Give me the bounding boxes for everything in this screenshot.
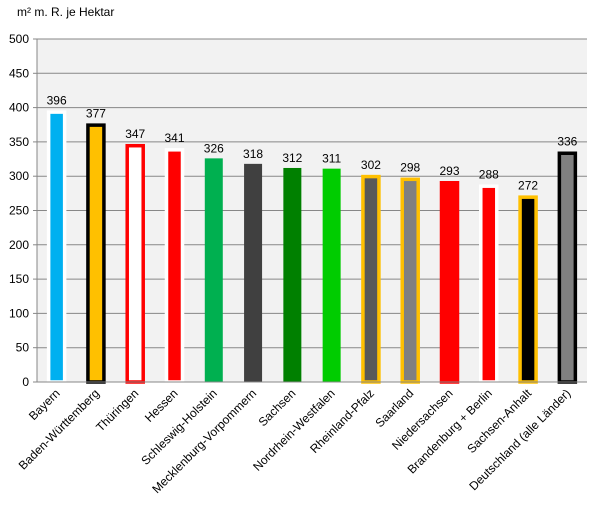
bar: [361, 174, 381, 384]
y-tick-label: 0: [22, 375, 29, 389]
data-label: 347: [125, 127, 145, 141]
bar: [479, 184, 499, 384]
bar: [322, 168, 341, 382]
data-label: 288: [479, 167, 499, 181]
bar: [46, 110, 67, 384]
bar: [557, 151, 578, 384]
y-tick-label: 450: [9, 66, 29, 80]
y-axis-label: m² m. R. je Hektar: [17, 5, 114, 19]
data-label: 377: [86, 106, 106, 120]
y-tick-label: 350: [9, 135, 29, 149]
bar: [244, 163, 263, 382]
data-label: 272: [518, 178, 538, 192]
bar: [400, 177, 420, 384]
bar: [518, 195, 538, 384]
data-label: 326: [204, 141, 224, 155]
y-tick-label: 100: [9, 306, 29, 320]
y-tick-label: 400: [9, 101, 29, 115]
bar: [164, 148, 185, 384]
data-label: 302: [361, 158, 381, 172]
x-tick-label: Bayern: [26, 386, 63, 423]
y-tick-label: 50: [16, 341, 30, 355]
data-label: 298: [400, 161, 420, 175]
data-label: 336: [557, 135, 577, 149]
data-label: 318: [243, 147, 263, 161]
data-label: 396: [47, 93, 67, 107]
bar: [86, 123, 106, 384]
x-tick-label: Hessen: [142, 386, 181, 425]
bar: [439, 181, 460, 384]
y-tick-label: 150: [9, 272, 29, 286]
data-label: 293: [439, 164, 459, 178]
bar: [204, 158, 223, 382]
x-tick-label: Thüringen: [93, 386, 141, 434]
bar: [283, 167, 302, 382]
data-label: 312: [282, 151, 302, 165]
y-tick-label: 300: [9, 169, 29, 183]
y-tick-label: 200: [9, 238, 29, 252]
data-label: 311: [322, 152, 341, 166]
data-label: 341: [164, 131, 184, 145]
bar: [125, 143, 145, 384]
y-tick-label: 250: [9, 204, 29, 218]
y-tick-label: 500: [9, 32, 29, 46]
